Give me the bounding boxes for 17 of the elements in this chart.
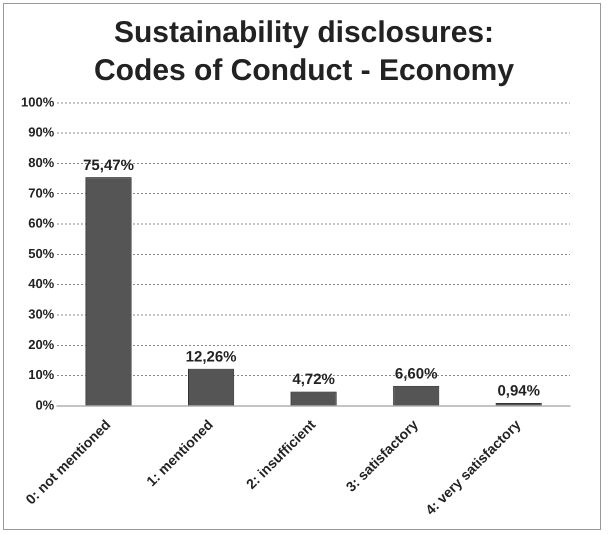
y-tick-label: 90% [28,124,55,140]
data-label: 75,47% [83,156,134,174]
y-tick-label: 20% [28,336,55,352]
y-tick-label: 60% [28,216,55,231]
data-label: 12,26% [186,348,237,366]
y-tick-label: 70% [28,185,55,200]
y-tick-label: 0% [35,397,55,412]
y-tick-label: 50% [28,246,55,261]
y-tick-label: 40% [28,276,55,292]
y-tick-label: 100% [21,94,55,110]
data-label: 6,60% [394,366,438,383]
y-tick-label: 30% [28,306,55,322]
y-tick-label: 10% [28,367,55,382]
y-tick-label: 80% [28,154,55,170]
chart-title: Sustainability disclosures: Codes of Conduct - Economy [93,15,515,89]
data-label: 4,72% [292,371,335,388]
data-label: 0,94% [497,382,540,400]
